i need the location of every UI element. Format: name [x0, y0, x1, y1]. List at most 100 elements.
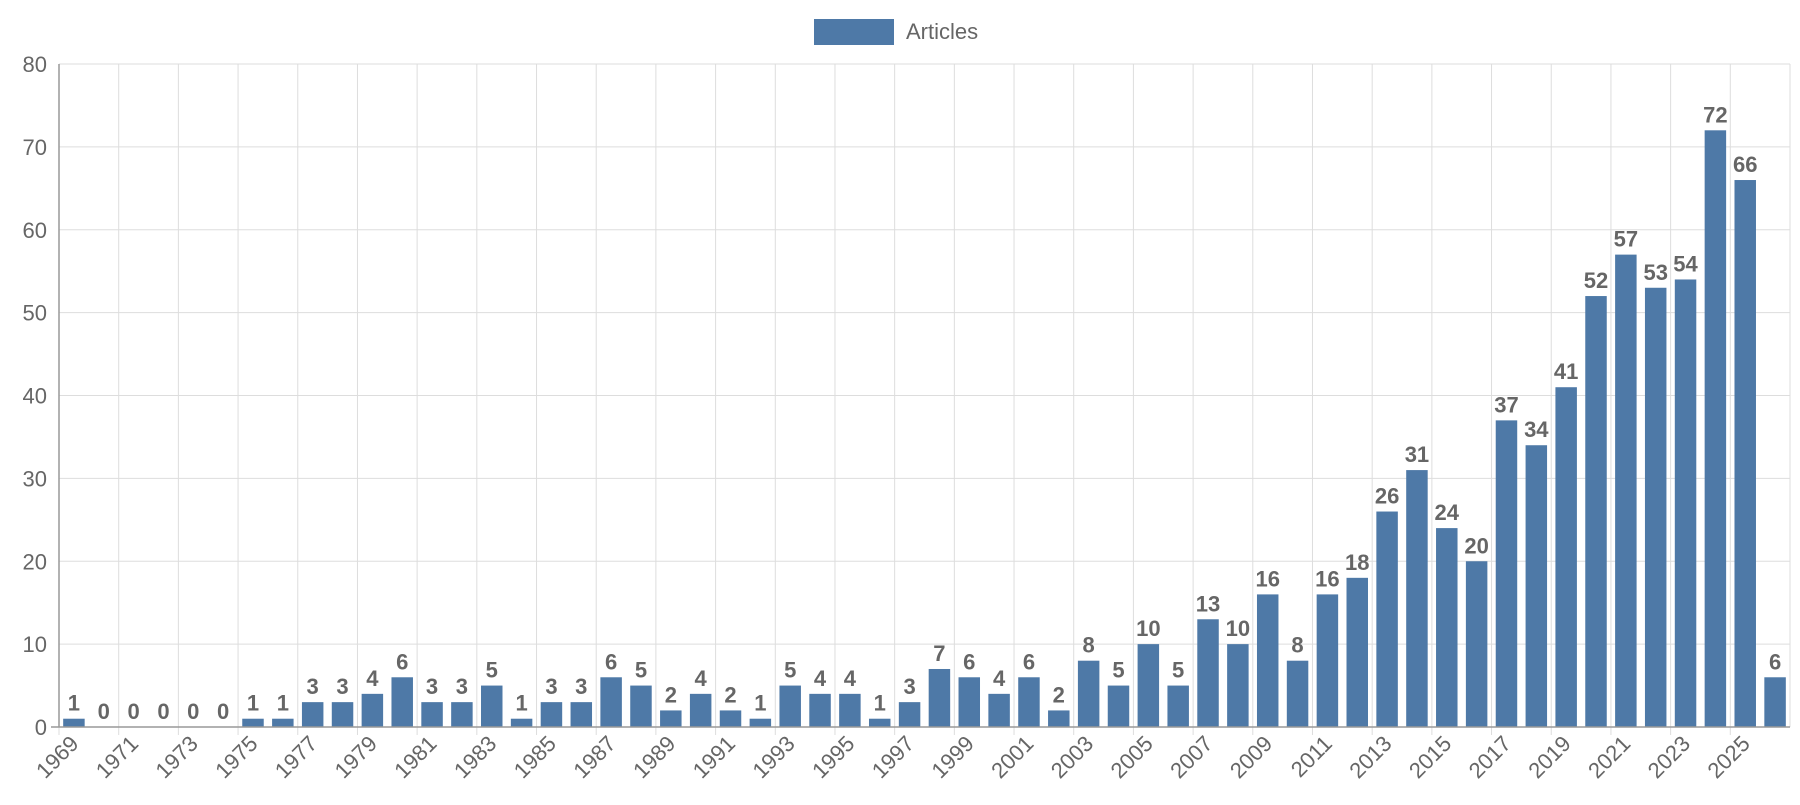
- y-tick-label: 80: [23, 52, 47, 77]
- data-label: 41: [1554, 359, 1578, 384]
- bar[interactable]: [391, 677, 413, 727]
- bar[interactable]: [1137, 644, 1160, 727]
- bar[interactable]: [1197, 619, 1219, 727]
- bar[interactable]: [1107, 685, 1130, 727]
- bar[interactable]: [63, 718, 85, 727]
- data-label: 8: [1083, 633, 1095, 658]
- bar[interactable]: [779, 685, 801, 727]
- data-label: 2: [665, 682, 677, 707]
- x-tick-label: 2019: [1523, 731, 1575, 783]
- legend-label: Articles: [906, 19, 979, 44]
- legend[interactable]: Articles: [814, 18, 978, 46]
- data-label: 3: [456, 674, 468, 699]
- data-label: 0: [217, 699, 229, 724]
- x-tick-label: 2017: [1464, 731, 1516, 783]
- bar[interactable]: [689, 693, 712, 727]
- bar[interactable]: [749, 718, 772, 727]
- bar[interactable]: [1167, 685, 1189, 727]
- data-label: 57: [1614, 227, 1638, 252]
- data-label: 53: [1643, 260, 1667, 285]
- bar[interactable]: [1615, 254, 1637, 728]
- data-label: 6: [1769, 649, 1781, 674]
- bar[interactable]: [928, 668, 951, 727]
- bar[interactable]: [1555, 387, 1577, 727]
- x-tick-label: 2007: [1165, 731, 1217, 783]
- bar[interactable]: [1436, 528, 1458, 727]
- data-label: 2: [1053, 682, 1065, 707]
- bar[interactable]: [868, 718, 891, 727]
- bar[interactable]: [1286, 660, 1309, 727]
- data-label: 52: [1584, 268, 1608, 293]
- bar[interactable]: [1734, 180, 1756, 727]
- bar[interactable]: [1227, 644, 1249, 727]
- bar[interactable]: [839, 693, 861, 727]
- data-label: 1: [247, 691, 259, 716]
- bar[interactable]: [958, 677, 981, 727]
- bar[interactable]: [421, 702, 443, 727]
- x-tick-label: 2011: [1286, 731, 1337, 782]
- bar[interactable]: [1316, 594, 1339, 727]
- data-label: 0: [187, 699, 199, 724]
- bar[interactable]: [1495, 420, 1518, 727]
- data-label: 0: [127, 699, 139, 724]
- bar[interactable]: [1525, 445, 1548, 727]
- data-label: 5: [1112, 658, 1124, 683]
- data-label: 5: [1172, 658, 1184, 683]
- bar[interactable]: [809, 693, 831, 727]
- bar[interactable]: [451, 702, 473, 727]
- y-tick-label: 70: [23, 135, 47, 160]
- x-tick-label: 1979: [330, 731, 382, 783]
- bar[interactable]: [898, 702, 921, 727]
- data-label: 3: [336, 674, 348, 699]
- bar[interactable]: [988, 693, 1010, 727]
- x-tick-label: 1995: [807, 731, 859, 783]
- x-tick-label: 1997: [867, 731, 919, 783]
- bar[interactable]: [272, 718, 294, 727]
- data-label: 6: [605, 649, 617, 674]
- data-label: 10: [1136, 616, 1160, 641]
- data-label: 0: [157, 699, 169, 724]
- y-tick-label: 40: [23, 384, 47, 409]
- bar[interactable]: [1704, 130, 1727, 728]
- bar[interactable]: [1077, 660, 1100, 727]
- bar[interactable]: [1346, 577, 1368, 727]
- bar[interactable]: [660, 710, 682, 727]
- bar[interactable]: [630, 685, 652, 727]
- bar[interactable]: [510, 718, 533, 727]
- bar[interactable]: [1256, 594, 1279, 727]
- bar[interactable]: [361, 693, 384, 727]
- data-label: 0: [98, 699, 110, 724]
- bar[interactable]: [1674, 279, 1697, 727]
- bar[interactable]: [540, 702, 563, 727]
- bar[interactable]: [331, 702, 354, 727]
- y-tick-label: 50: [23, 301, 47, 326]
- bar[interactable]: [719, 710, 742, 727]
- bar[interactable]: [570, 702, 593, 727]
- bar[interactable]: [1018, 677, 1040, 727]
- bar[interactable]: [1465, 561, 1488, 727]
- bar[interactable]: [1585, 296, 1607, 727]
- x-tick-label: 2015: [1404, 731, 1456, 783]
- x-tick-label: 2023: [1643, 731, 1695, 783]
- data-label: 4: [814, 666, 827, 691]
- bar[interactable]: [1406, 470, 1428, 727]
- bar[interactable]: [1048, 710, 1070, 727]
- y-tick-label: 0: [35, 715, 47, 740]
- bar[interactable]: [301, 702, 324, 727]
- x-tick-label: 2013: [1344, 731, 1396, 783]
- data-label: 6: [396, 649, 408, 674]
- data-label: 3: [903, 674, 915, 699]
- bar[interactable]: [242, 718, 264, 727]
- data-label: 1: [68, 691, 80, 716]
- bar[interactable]: [1376, 511, 1398, 727]
- data-label: 66: [1733, 152, 1757, 177]
- x-tick-label: 1991: [688, 731, 740, 783]
- bar[interactable]: [600, 677, 622, 727]
- data-label: 5: [635, 658, 647, 683]
- data-label: 20: [1464, 533, 1488, 558]
- bar[interactable]: [1644, 287, 1667, 727]
- bar[interactable]: [1764, 677, 1786, 727]
- x-tick-label: 2003: [1046, 731, 1098, 783]
- bar[interactable]: [481, 685, 503, 727]
